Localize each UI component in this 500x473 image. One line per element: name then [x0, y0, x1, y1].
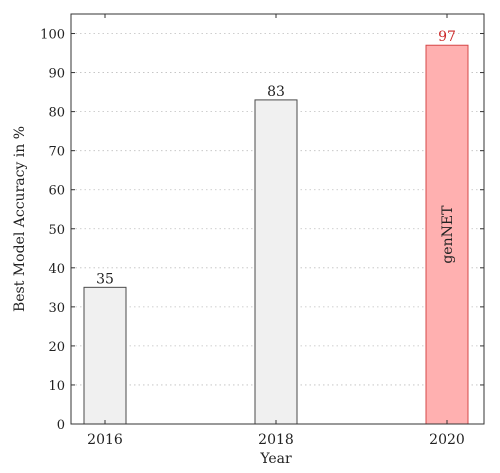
y-tick-label: 10: [48, 379, 65, 394]
x-ticks: 2016 2018 2020: [87, 14, 465, 448]
plot-frame: [70, 13, 485, 425]
x-tick-label: 2016: [87, 432, 123, 448]
value-label-2016: 35: [96, 271, 114, 287]
y-tick-label: 60: [48, 184, 65, 199]
y-tick-label: 80: [48, 106, 65, 121]
y-tick-label: 100: [40, 28, 65, 43]
x-tick-label: 2018: [258, 432, 294, 448]
bar-2020: [425, 44, 469, 425]
y-tick-label: 70: [48, 145, 65, 160]
y-tick-label: 40: [48, 262, 65, 277]
y-tick-label: 90: [48, 67, 65, 82]
y-ticks: 0 10 20 30 40 50 60 70 80 90 100: [40, 28, 484, 433]
x-tick-label: 2020: [429, 432, 465, 448]
y-tick-label: 30: [48, 301, 65, 316]
axes: [70, 13, 485, 425]
bars: [83, 44, 469, 425]
x-axis-label: Year: [259, 451, 292, 467]
value-labels: 35 83 97 genNET: [96, 29, 456, 287]
y-tick-label: 0: [57, 418, 65, 433]
y-tick-label: 50: [48, 223, 65, 238]
value-label-2018: 83: [267, 84, 285, 100]
bar-2016: [83, 286, 127, 425]
value-label-2020: 97: [438, 29, 456, 45]
y-tick-label: 20: [48, 340, 65, 355]
grid-lines: [71, 33, 484, 386]
bar-2018: [254, 99, 298, 425]
y-axis-label: Best Model Accuracy in %: [12, 126, 28, 312]
bar-annotation: genNET: [440, 205, 456, 264]
